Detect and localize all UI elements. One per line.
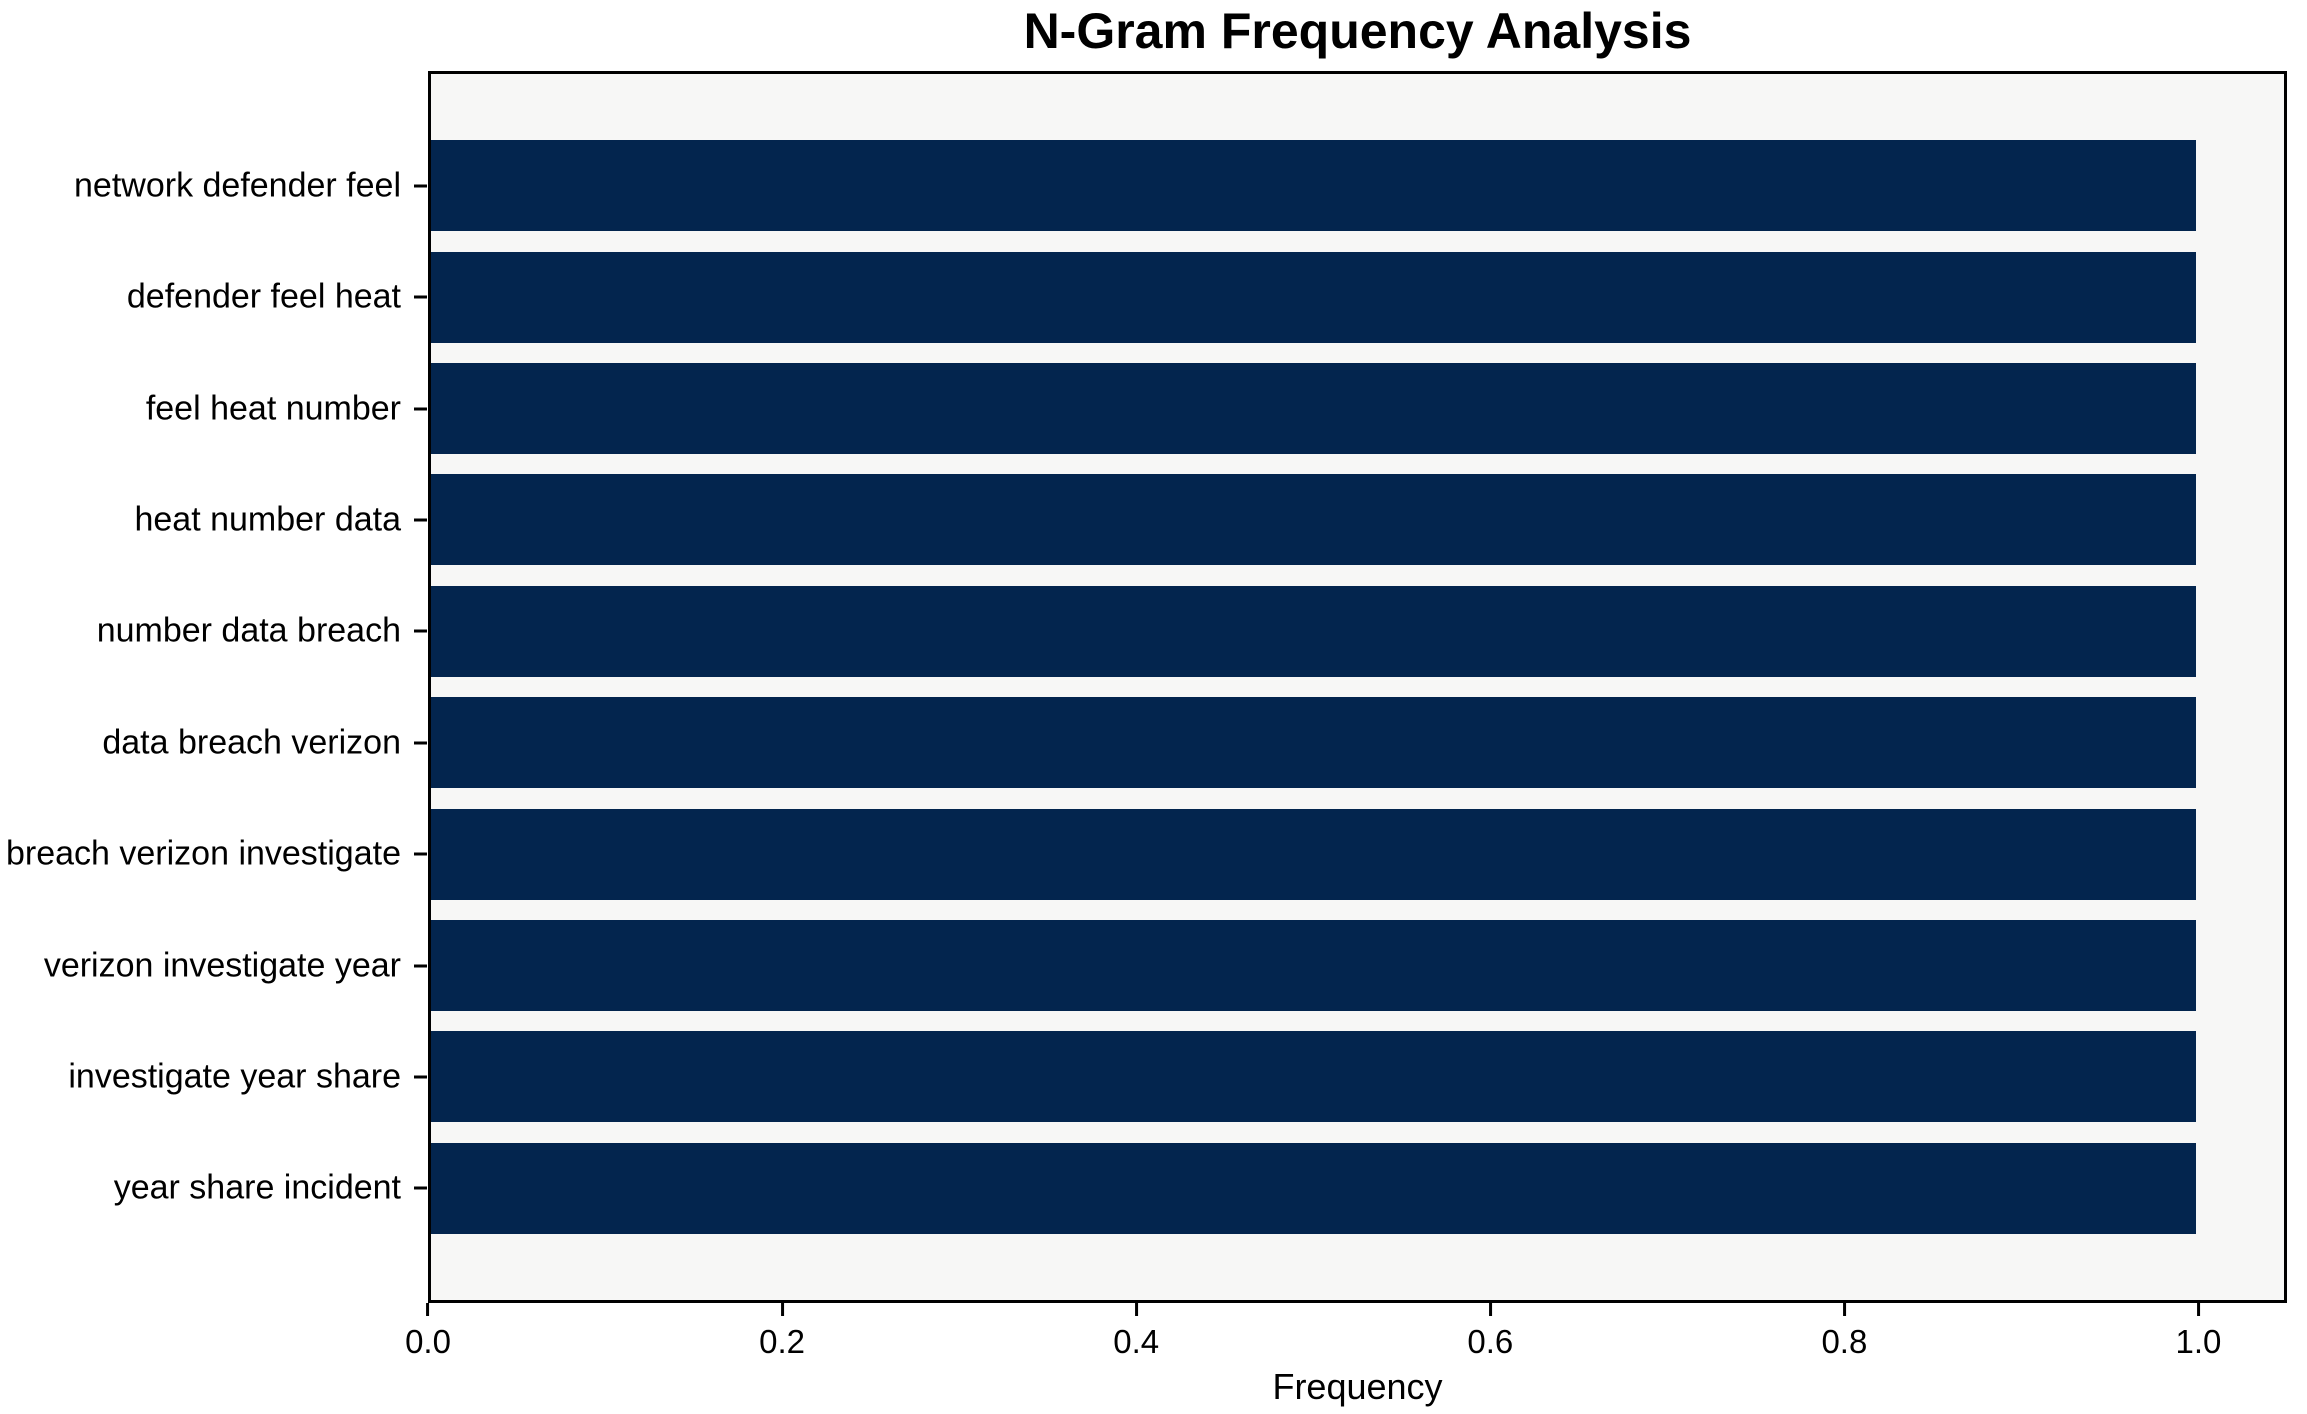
y-tick-mark	[414, 518, 427, 522]
y-tick-label: heat number data	[134, 500, 401, 539]
x-tick: 0.2	[759, 1303, 805, 1361]
y-tick-mark	[414, 852, 427, 856]
x-tick-mark	[1488, 1303, 1492, 1316]
y-tick-mark	[414, 295, 427, 299]
x-tick-label: 0.8	[1821, 1323, 1868, 1360]
y-tick-label: data breach verizon	[102, 723, 401, 762]
y-tick-label: breach verizon investigate	[5, 834, 401, 873]
bar	[431, 585, 2196, 677]
x-tick-label: 0.6	[1467, 1323, 1514, 1360]
bar-row: feel heat number	[146, 353, 2284, 464]
x-axis-label: Frequency	[1272, 1366, 1443, 1407]
x-tick-mark	[780, 1303, 784, 1316]
bar-row: breach verizon investigate	[6, 798, 2284, 909]
x-tick-mark	[426, 1303, 430, 1316]
bar	[431, 808, 2196, 900]
bar	[431, 363, 2196, 455]
x-tick-label: 0.0	[405, 1323, 451, 1360]
x-tick: 0.0	[405, 1303, 451, 1361]
bar	[431, 1031, 2196, 1123]
bar	[431, 697, 2196, 789]
x-tick-label: 1.0	[2175, 1323, 2222, 1360]
bar	[431, 1142, 2196, 1234]
y-tick-label: network defender feel	[74, 166, 401, 205]
bar	[431, 251, 2196, 343]
bar	[431, 140, 2196, 232]
y-tick-mark	[414, 741, 427, 745]
y-tick-mark	[414, 964, 427, 968]
y-tick-label: investigate year share	[68, 1057, 401, 1096]
y-tick-mark	[414, 1075, 427, 1079]
chart-title: N-Gram Frequency Analysis	[1023, 3, 1692, 59]
x-tick: 0.8	[1821, 1303, 1867, 1361]
y-tick-mark	[414, 629, 427, 633]
bar-row: defender feel heat	[127, 241, 2284, 352]
bar-row: verizon investigate year	[44, 910, 2284, 1021]
plot-area: network defender feel defender feel heat…	[6, 71, 2287, 1303]
x-tick: 1.0	[2175, 1303, 2222, 1361]
x-tick: 0.4	[1113, 1303, 1159, 1361]
y-tick-mark	[414, 1186, 427, 1190]
bar-row: number data breach	[97, 576, 2284, 687]
bar-row: data breach verizon	[102, 687, 2284, 798]
bars-area: network defender feel defender feel heat…	[6, 74, 2284, 1300]
y-tick-label: defender feel heat	[126, 277, 401, 316]
x-tick-mark	[1134, 1303, 1138, 1316]
bar-row: heat number data	[134, 464, 2284, 575]
y-tick-label: year share incident	[113, 1168, 401, 1207]
x-tick: 0.6	[1467, 1303, 1513, 1361]
x-tick-label: 0.2	[759, 1323, 806, 1360]
x-tick-mark	[2196, 1303, 2200, 1316]
bar-row: investigate year share	[68, 1021, 2284, 1132]
y-tick-mark	[414, 407, 427, 411]
x-tick-label: 0.4	[1113, 1323, 1160, 1360]
y-tick-label: verizon investigate year	[43, 946, 401, 985]
y-tick-mark	[414, 184, 427, 188]
y-tick-label: feel heat number	[145, 389, 401, 428]
bar	[431, 474, 2196, 566]
y-tick-label: number data breach	[96, 611, 401, 650]
bar	[431, 920, 2196, 1012]
x-tick-mark	[1842, 1303, 1846, 1316]
bar-row: network defender feel	[74, 130, 2284, 241]
bar-row: year share incident	[114, 1133, 2284, 1244]
